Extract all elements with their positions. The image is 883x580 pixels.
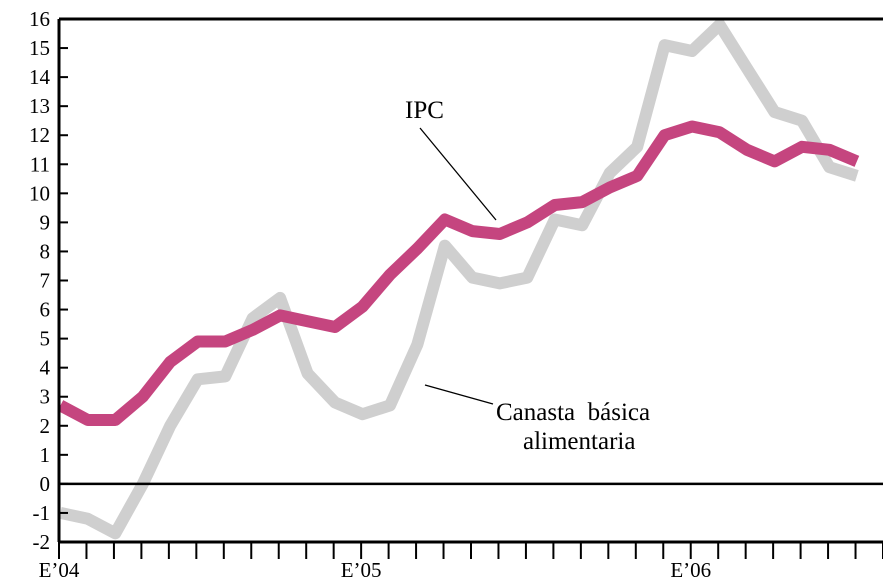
- series-layer: [57, 18, 860, 540]
- y-tick-label: 0: [40, 472, 51, 496]
- y-tick-label: 9: [40, 210, 51, 234]
- y-tick-label: 13: [29, 94, 50, 118]
- y-tick-label: 12: [29, 123, 50, 147]
- y-tick-label: -2: [33, 530, 51, 554]
- ipc-leader-line: [419, 127, 497, 221]
- axis-layer: [57, 17, 883, 559]
- y-tick-label: 6: [40, 298, 51, 322]
- y-tick-label: 3: [40, 385, 51, 409]
- y-tick-label: -1: [33, 501, 51, 525]
- ipc-annotation: IPC: [405, 97, 444, 124]
- y-tick-label: 16: [29, 7, 50, 31]
- x-tick-label: E’06: [670, 558, 711, 580]
- y-tick-label: 11: [30, 152, 50, 176]
- y-tick-label: 1: [40, 443, 51, 467]
- annotation-layer: IPC Canasta básica alimentaria: [405, 97, 650, 455]
- canasta-annotation-line2: alimentaria: [523, 428, 635, 455]
- ipc-series-line: [57, 120, 860, 426]
- y-tick-label: 15: [29, 36, 50, 60]
- x-tick-label: E’04: [39, 558, 80, 580]
- y-tick-label: 4: [40, 356, 51, 380]
- canasta-annotation-line1: Canasta básica: [496, 399, 650, 426]
- canasta-series-line: [59, 18, 859, 540]
- y-tick-label: 10: [29, 181, 50, 205]
- y-tick-label: 8: [40, 239, 51, 263]
- y-tick-label: 2: [40, 414, 51, 438]
- x-tick-label: E’05: [341, 558, 382, 580]
- canasta-leader-line: [424, 384, 494, 405]
- y-tick-label: 5: [40, 327, 51, 351]
- y-tick-label: 14: [29, 65, 51, 89]
- y-tick-label: 7: [40, 269, 51, 293]
